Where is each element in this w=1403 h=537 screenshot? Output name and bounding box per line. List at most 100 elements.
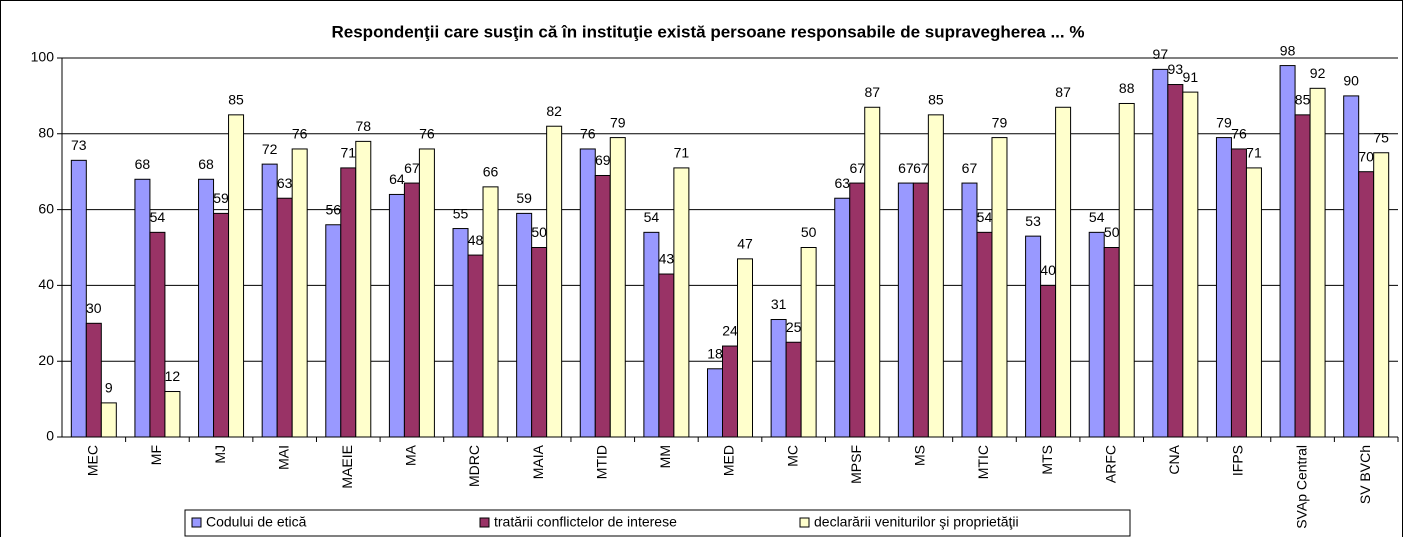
data-label: 87	[1055, 84, 1071, 100]
x-tick-label: MS	[912, 445, 928, 466]
bar	[1373, 152, 1390, 438]
bar	[1182, 91, 1199, 438]
data-label: 82	[546, 103, 562, 119]
data-label: 85	[228, 92, 244, 108]
data-label: 71	[340, 145, 356, 161]
bar	[1294, 114, 1311, 438]
x-tick-label: MTS	[1039, 445, 1055, 475]
y-tick-label: 0	[46, 428, 54, 444]
x-tick-label: MC	[784, 445, 800, 467]
bar	[1055, 106, 1072, 438]
bar	[897, 182, 914, 438]
data-label: 63	[277, 175, 293, 191]
bar	[516, 212, 533, 438]
bar	[149, 231, 166, 438]
bar	[228, 114, 245, 438]
data-label: 92	[1310, 65, 1326, 81]
x-tick-label: MM	[657, 445, 673, 468]
legend-label: Codului de etică	[206, 514, 307, 530]
bar	[531, 247, 548, 438]
data-label: 85	[928, 92, 944, 108]
bar	[213, 212, 230, 438]
data-label: 91	[1183, 69, 1199, 85]
bar	[1103, 247, 1120, 438]
x-tick-label: MAIA	[530, 444, 546, 479]
data-label: 67	[849, 160, 865, 176]
data-label: 40	[1040, 262, 1056, 278]
data-label: 76	[1231, 126, 1247, 142]
bar	[1279, 65, 1296, 438]
data-label: 87	[864, 84, 880, 100]
data-label: 73	[71, 137, 87, 153]
bar	[673, 167, 690, 438]
bar	[609, 137, 626, 438]
data-label: 12	[165, 368, 181, 384]
data-label: 67	[962, 160, 978, 176]
data-label: 50	[531, 224, 547, 240]
data-label: 98	[1280, 42, 1296, 58]
bar	[403, 182, 420, 438]
bar	[1343, 95, 1360, 438]
bar	[452, 228, 469, 438]
data-label: 78	[355, 118, 371, 134]
legend-swatch	[191, 517, 202, 528]
bar	[276, 197, 293, 438]
data-label: 18	[707, 345, 723, 361]
data-label: 69	[595, 152, 611, 168]
data-label: 64	[389, 171, 405, 187]
bar	[1215, 137, 1232, 438]
y-tick-label: 40	[38, 276, 54, 292]
x-tick-label: IFPS	[1230, 445, 1246, 476]
bar	[340, 167, 357, 438]
x-tick-label: MTIC	[975, 445, 991, 479]
data-label: 31	[771, 296, 787, 312]
legend-box	[184, 509, 1131, 537]
data-label: 54	[644, 209, 660, 225]
bar	[961, 182, 978, 438]
bar	[388, 193, 405, 438]
data-label: 47	[737, 236, 753, 252]
bar	[834, 197, 851, 438]
bar	[546, 125, 563, 438]
data-label: 59	[516, 190, 532, 206]
bar	[1152, 68, 1169, 438]
data-label: 66	[483, 164, 499, 180]
legend-swatch	[479, 517, 490, 528]
data-label: 72	[262, 141, 278, 157]
data-label: 79	[1216, 114, 1232, 130]
bar	[355, 140, 372, 438]
x-tick-label: MED	[721, 445, 737, 476]
data-label: 59	[213, 190, 229, 206]
data-label: 85	[1295, 92, 1311, 108]
bar	[912, 182, 929, 438]
bar	[976, 231, 993, 438]
data-label: 90	[1343, 73, 1359, 89]
x-tick-label: MDRC	[466, 445, 482, 487]
bar	[1118, 102, 1135, 438]
y-tick-label: 60	[38, 200, 54, 216]
bar	[643, 231, 660, 438]
data-label: 48	[468, 232, 484, 248]
x-tick-label: ARFC	[1102, 445, 1118, 483]
bar	[927, 114, 944, 438]
bar	[737, 258, 753, 438]
bar	[1309, 87, 1326, 438]
data-label: 75	[1373, 129, 1389, 145]
x-tick-label: MJ	[212, 445, 228, 464]
bar	[658, 273, 675, 438]
bar	[1167, 84, 1184, 438]
bar	[482, 186, 499, 438]
data-label: 43	[659, 251, 675, 267]
bar	[85, 322, 102, 438]
bar	[467, 254, 484, 438]
x-tick-label: MTID	[593, 445, 609, 479]
legend-label: tratării conflictelor de interese	[494, 514, 677, 530]
data-label: 50	[801, 224, 817, 240]
data-label: 54	[977, 209, 993, 225]
bar	[1040, 284, 1057, 438]
data-label: 76	[580, 126, 596, 142]
bar	[418, 148, 435, 438]
data-label: 63	[834, 175, 850, 191]
x-tick-label: MEC	[85, 445, 101, 476]
